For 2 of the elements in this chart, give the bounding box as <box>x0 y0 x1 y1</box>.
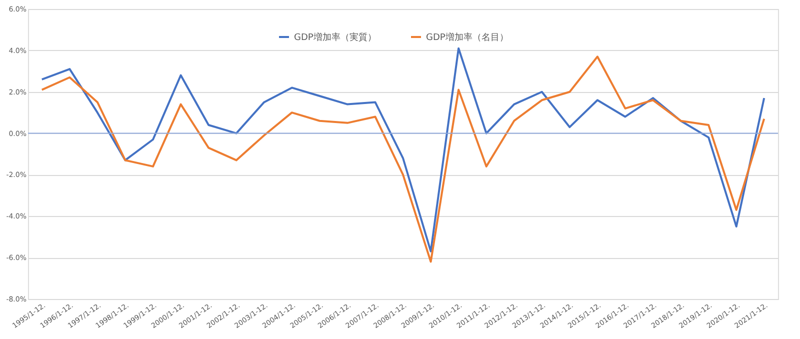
legend-label: GDP増加率（名目） <box>426 32 508 43</box>
legend-label: GDP増加率（実質） <box>294 32 376 43</box>
